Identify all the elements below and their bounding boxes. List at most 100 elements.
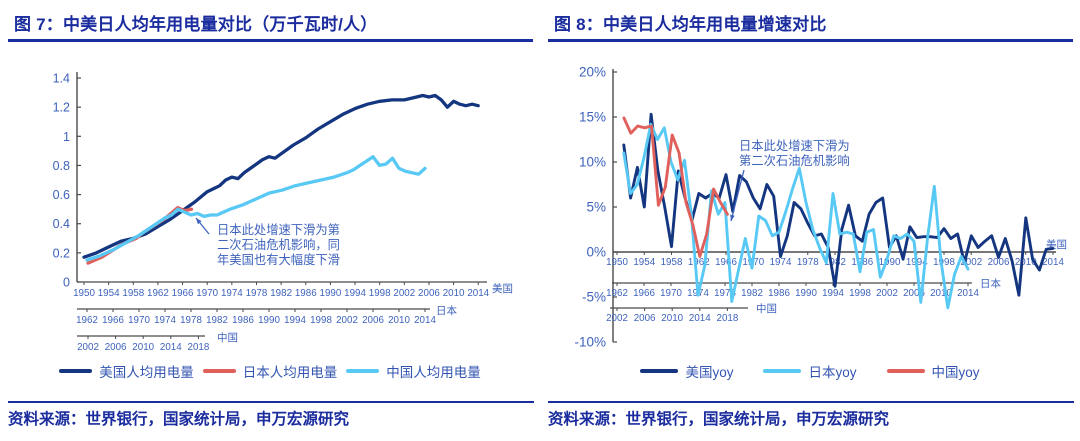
annotation-text: 第二次石油危机影响 [739,153,850,168]
year-label: 2014 [1042,257,1064,268]
year-label: 1982 [206,315,228,326]
annotation-arrow [730,169,745,222]
y-tick-label: 0% [586,245,606,260]
annotation-arrowhead [730,214,735,221]
year-label: 1962 [606,288,628,299]
jp-yoy-line-swatch [763,369,802,373]
year-label: 1954 [633,257,655,268]
y-tick-label: -5% [582,290,606,305]
year-label: 1970 [128,315,150,326]
cn-line-swatch [346,369,380,373]
y-tick-label: 0.6 [53,188,70,202]
year-label: 1986 [295,288,317,299]
year-label: 1966 [172,288,194,299]
y-tick-label: 1.2 [53,101,70,115]
year-label: 1986 [768,288,790,299]
year-label: 2006 [418,288,440,299]
us-yoy-line-swatch [640,369,679,373]
figure-8-source: 资料来源：世界银行，国家统计局，申万宏源研究 [548,411,890,428]
y-tick-label: -10% [574,335,606,350]
annotation-arrowhead [196,218,202,225]
year-label: 1970 [660,288,682,299]
year-label: 2002 [77,342,99,353]
legend-label-us-consumption: 美国人均用电量 [99,365,194,380]
year-label: 2010 [132,342,154,353]
year-label: 2002 [393,288,415,299]
figure-8-title: 图 8：中美日人均年用电量增速对比 [554,15,827,34]
figure-8-legend: 美国yoy 日本yoy 中国yoy [540,361,1080,381]
year-label: 1962 [147,288,169,299]
us-line-swatch [59,369,93,373]
year-label: 1978 [797,257,819,268]
legend-item-cn-consumption: 中国人均用电量 [346,361,481,381]
figure-7-legend: 美国人均用电量 日本人均用电量 中国人均用电量 [0,361,540,381]
year-label: 1998 [933,257,955,268]
year-label: 1978 [246,288,268,299]
year-label: 1958 [122,288,144,299]
figure-8-chart-canvas: 20% 15% 10% 5% 0% -5% -10% 1950 1954 1958 1962 1966… [574,65,1067,350]
legend-label-cn-yoy: 中国yoy [931,365,980,380]
year-label: 2010 [661,313,683,324]
figure-7-source: 资料来源：世界银行，国家统计局，申万宏源研究 [8,411,350,428]
year-label: 2014 [160,342,182,353]
figure-7-source-divider [8,401,534,403]
legend-label-jp-yoy: 日本yoy [808,365,857,380]
annotation-text: 日本此处增速下滑为 [739,138,850,153]
year-label: 1958 [661,257,683,268]
jp-line-swatch [202,369,236,373]
year-label: 2006 [362,315,384,326]
year-label: 2014 [689,313,711,324]
year-label: 1994 [344,288,366,299]
year-label: 2014 [957,288,979,299]
year-label: 2002 [876,288,898,299]
year-label: 1974 [221,288,243,299]
year-label: 1982 [741,288,763,299]
year-label: 1990 [258,315,280,326]
series-line-us [82,93,480,259]
year-label: 1970 [196,288,218,299]
year-label: 1990 [320,288,342,299]
year-label: 1978 [714,288,736,299]
y-tick-label: 10% [579,155,606,170]
legend-item-us-yoy: 美国yoy [640,361,733,381]
year-label: 1950 [606,257,628,268]
panel-figure-7: 图 7：中美日人均年用电量对比（万千瓦时/人） 1.4 1.2 1 0.8 0.6 0.4… [0,15,540,428]
legend-item-us-consumption: 美国人均用电量 [59,361,194,381]
year-label: 1998 [849,288,871,299]
year-label: 1990 [795,288,817,299]
legend-item-jp-yoy: 日本yoy [763,361,857,381]
y-tick-label: 15% [579,110,606,125]
year-label: 1998 [369,288,391,299]
year-label: 2010 [930,288,952,299]
year-label: 1962 [76,315,98,326]
y-tick-label: 0 [63,276,70,290]
country-label-us: 美国 [492,282,513,295]
series-line-cn [622,116,729,258]
y-tick-label: 20% [579,65,606,80]
y-tick-label: 1.4 [53,72,70,86]
series-line-us [622,112,1055,297]
legend-label-jp-consumption: 日本人均用电量 [242,365,338,380]
country-label-cn: 中国 [756,302,777,315]
annotation-text: 二次石油危机影响，同 [217,237,340,252]
year-label: 1954 [98,288,120,299]
country-label-cn: 中国 [217,331,238,344]
year-label: 2006 [903,288,925,299]
year-label: 2010 [388,315,410,326]
legend-label-us-yoy: 美国yoy [685,365,734,380]
legend-item-jp-consumption: 日本人均用电量 [202,361,338,381]
year-label: 2010 [443,288,465,299]
legend-label-cn-consumption: 中国人均用电量 [386,365,481,380]
panel-figure-8: 图 8：中美日人均年用电量增速对比 20% 15% 10% 5% 0% -5% -10% 19… [540,0,1080,441]
year-label: 2002 [960,257,982,268]
year-label: 2018 [188,342,210,353]
year-label: 1994 [284,315,306,326]
y-tick-label: 1 [63,130,70,144]
year-label: 2006 [988,257,1010,268]
legend-item-cn-yoy: 中国yoy [886,361,980,381]
figure-8-title-underline [548,39,1073,42]
figure-8-source-divider [548,401,1074,403]
country-label-jp: 日本 [980,277,1001,290]
